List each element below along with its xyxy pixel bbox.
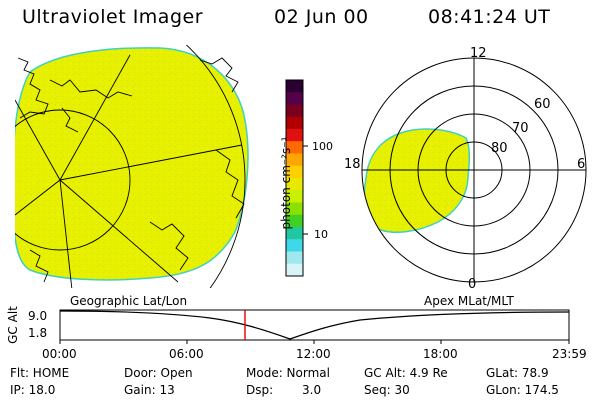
mlat-label-70: 70 — [512, 121, 529, 136]
mlat-label-80: 80 — [491, 141, 508, 156]
colorbar-cell — [286, 202, 303, 216]
dsp-value: 3.0 — [302, 383, 322, 397]
mlt-label-12: 12 — [470, 46, 487, 61]
meridian-lines — [15, 54, 243, 288]
date-label: 02 Jun 00 — [274, 6, 369, 28]
coastline — [17, 57, 245, 283]
glon-status: GLon: 174.5 — [486, 383, 559, 397]
time-tick-0000: 00:00 — [42, 347, 77, 361]
time-tick-1800: 18:00 — [423, 347, 458, 361]
aurora-image-left — [15, 47, 249, 281]
door-status: Door: Open — [124, 366, 193, 380]
colorbar-cell — [286, 165, 303, 179]
latitude-circle — [185, 45, 246, 288]
altitude-curve — [59, 310, 570, 340]
mode-status: Mode: Normal — [246, 366, 330, 380]
colorbar-cell — [286, 190, 303, 203]
dsp-label: Dsp: — [246, 383, 274, 397]
apex-map-label: Apex MLat/MLT — [424, 294, 514, 308]
glat-status: GLat: 78.9 — [486, 366, 549, 380]
mlat-label-60: 60 — [534, 97, 551, 112]
geographic-map-label: Geographic Lat/Lon — [70, 294, 188, 308]
colorbar-cell — [286, 178, 303, 191]
colorbar — [285, 79, 308, 277]
colorbar-cell — [286, 104, 303, 118]
colorbar-cell — [286, 214, 303, 228]
mlt-label-0: 0 — [468, 277, 477, 292]
flight-status: Flt: HOME — [10, 366, 70, 380]
colorbar-cell — [286, 153, 303, 167]
ip-status: IP: 18.0 — [10, 383, 56, 397]
polar-plot — [361, 57, 587, 283]
colorbar-tick-100: 100 — [312, 140, 333, 153]
colorbar-cell — [286, 116, 303, 130]
mlt-label-6: 6 — [577, 157, 586, 172]
mlt-label-18: 18 — [344, 157, 361, 172]
colorbar-cell — [286, 227, 303, 240]
colorbar-cell — [286, 141, 303, 154]
gc-alt-status: GC Alt: 4.9 Re — [364, 366, 448, 380]
seq-status: Seq: 30 — [364, 383, 410, 397]
colorbar-cell — [286, 263, 303, 277]
colorbar-cell — [286, 251, 303, 265]
colorbar-cell — [286, 129, 303, 142]
aurora-image-polar — [363, 128, 471, 233]
gain-status: Gain: 13 — [124, 383, 175, 397]
time-tick-0600: 06:00 — [169, 347, 204, 361]
time-tick-2359: 23:59 — [552, 347, 587, 361]
latitude-circle — [15, 109, 131, 251]
colorbar-unit-label: photon cm⁻²s⁻¹ — [279, 136, 293, 230]
time-tick-1200: 12:00 — [296, 347, 331, 361]
colorbar-tick-10: 10 — [314, 228, 328, 241]
altitude-tick-1-8: 1.8 — [28, 326, 48, 340]
altitude-axis-label: GC Alt — [5, 306, 20, 344]
altitude-tick-9: 9.0 — [28, 309, 48, 323]
instrument-title: Ultraviolet Imager — [22, 6, 204, 28]
altitude-plot — [59, 309, 570, 344]
colorbar-cell — [286, 92, 303, 105]
colorbar-cell — [286, 80, 303, 93]
colorbar-cell — [286, 239, 303, 252]
geographic-map — [15, 45, 249, 288]
time-label: 08:41:24 UT — [428, 6, 551, 28]
